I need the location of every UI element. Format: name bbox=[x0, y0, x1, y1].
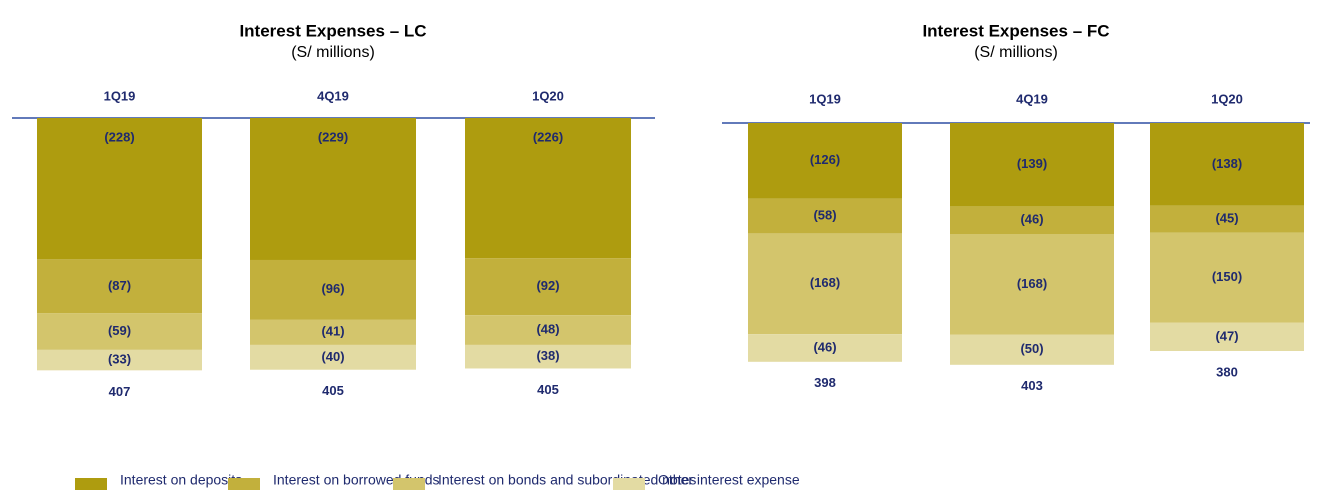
bar-segment bbox=[465, 315, 631, 345]
data-label: (92) bbox=[536, 278, 559, 293]
data-label: (138) bbox=[1212, 156, 1242, 171]
data-label: (226) bbox=[533, 129, 563, 144]
bar-segment bbox=[250, 259, 416, 320]
x-tick-label: 1Q20 bbox=[1211, 91, 1243, 106]
legend-label: Other interest expense bbox=[658, 472, 800, 488]
data-label: (41) bbox=[321, 324, 344, 339]
data-label: (168) bbox=[1017, 276, 1047, 291]
bar-segment bbox=[465, 118, 631, 259]
data-label: (139) bbox=[1017, 156, 1047, 171]
legend-swatch bbox=[613, 478, 645, 490]
chart-subtitle: (S/ millions) bbox=[974, 44, 1058, 61]
bar-segment bbox=[950, 206, 1114, 234]
data-label: (46) bbox=[1020, 212, 1043, 227]
bar-segment bbox=[37, 313, 202, 350]
data-label: (229) bbox=[318, 129, 348, 144]
data-label: (96) bbox=[321, 281, 344, 296]
total-label: 407 bbox=[109, 384, 131, 399]
data-label: (59) bbox=[108, 323, 131, 338]
data-label: (58) bbox=[813, 207, 836, 222]
data-label: (126) bbox=[810, 152, 840, 167]
legend-swatch bbox=[228, 478, 260, 490]
data-label: (87) bbox=[108, 278, 131, 293]
total-label: 398 bbox=[814, 375, 836, 390]
data-label: (168) bbox=[810, 275, 840, 290]
data-label: (48) bbox=[536, 321, 559, 336]
bar-segment bbox=[1150, 322, 1304, 351]
bar-segment bbox=[250, 319, 416, 345]
legend-label: Interest on deposits bbox=[120, 472, 242, 488]
bar-segment bbox=[748, 233, 902, 335]
bar-segment bbox=[950, 334, 1114, 365]
chart-title: Interest Expenses – LC bbox=[239, 21, 426, 40]
x-tick-label: 4Q19 bbox=[317, 88, 349, 103]
data-label: (50) bbox=[1020, 341, 1043, 356]
bar-segment bbox=[1150, 123, 1304, 206]
bar-segment bbox=[37, 259, 202, 314]
bar-segment bbox=[950, 234, 1114, 335]
bar-segment bbox=[950, 123, 1114, 207]
bar-segment bbox=[465, 258, 631, 316]
bar-segment bbox=[748, 334, 902, 362]
x-tick-label: 1Q19 bbox=[809, 91, 841, 106]
data-label: (46) bbox=[813, 339, 836, 354]
chart-title: Interest Expenses – FC bbox=[922, 21, 1109, 40]
bar-segment bbox=[250, 344, 416, 370]
data-label: (38) bbox=[536, 348, 559, 363]
data-label: (47) bbox=[1215, 328, 1238, 343]
data-label: (45) bbox=[1215, 211, 1238, 226]
total-label: 405 bbox=[537, 382, 559, 397]
total-label: 405 bbox=[322, 383, 344, 398]
x-tick-label: 4Q19 bbox=[1016, 91, 1048, 106]
total-label: 380 bbox=[1216, 364, 1238, 379]
bar-segment bbox=[1150, 232, 1304, 323]
x-tick-label: 1Q19 bbox=[104, 88, 136, 103]
bar-segment bbox=[37, 349, 202, 371]
bar-segment bbox=[748, 123, 902, 199]
x-tick-label: 1Q20 bbox=[532, 88, 564, 103]
data-label: (150) bbox=[1212, 269, 1242, 284]
data-label: (33) bbox=[108, 352, 131, 367]
data-label: (228) bbox=[104, 129, 134, 144]
total-label: 403 bbox=[1021, 378, 1043, 393]
data-label: (40) bbox=[321, 349, 344, 364]
bar-segment bbox=[1150, 205, 1304, 233]
legend-swatch bbox=[75, 478, 107, 490]
chart-subtitle: (S/ millions) bbox=[291, 44, 375, 61]
bar-segment bbox=[37, 118, 202, 260]
bar-segment bbox=[465, 344, 631, 369]
legend-swatch bbox=[393, 478, 425, 490]
bar-segment bbox=[250, 118, 416, 260]
bar-segment bbox=[748, 198, 902, 234]
